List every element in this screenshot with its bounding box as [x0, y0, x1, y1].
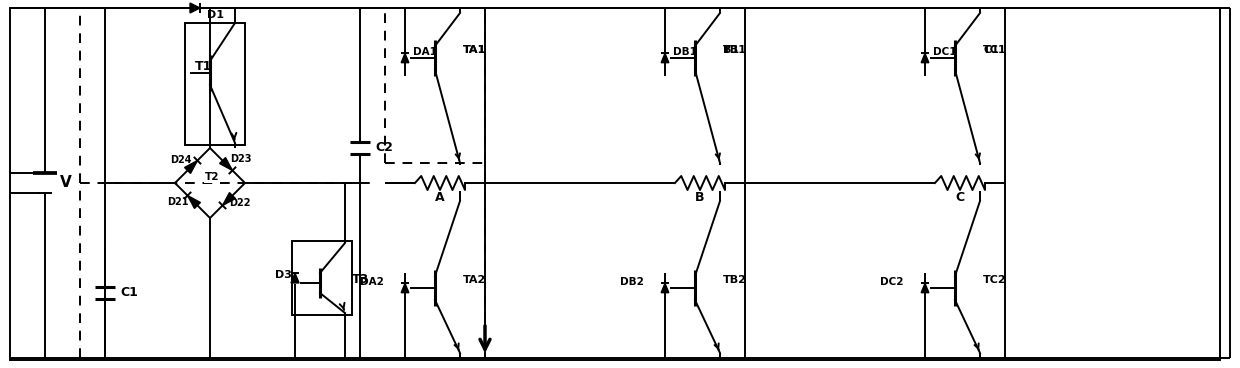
Text: D23: D23 [231, 155, 252, 164]
Text: TA1: TA1 [463, 45, 486, 55]
Polygon shape [661, 53, 668, 63]
Text: DA2: DA2 [360, 277, 384, 287]
Text: D1: D1 [207, 10, 224, 20]
Text: A: A [435, 191, 445, 204]
Bar [291, 241, 352, 315]
Text: D21: D21 [167, 198, 188, 208]
Text: B1: B1 [723, 45, 739, 55]
Polygon shape [921, 53, 929, 63]
Text: TC1: TC1 [983, 45, 1007, 55]
Text: C2: C2 [374, 142, 393, 155]
Text: TC2: TC2 [983, 275, 1007, 285]
Text: C: C [956, 191, 965, 204]
Text: D3: D3 [275, 270, 291, 280]
Text: TB2: TB2 [723, 275, 746, 285]
Text: DC1: DC1 [932, 47, 956, 57]
Polygon shape [190, 3, 200, 13]
Polygon shape [921, 283, 929, 293]
Polygon shape [187, 195, 201, 208]
Polygon shape [222, 192, 236, 205]
Text: DB2: DB2 [620, 277, 644, 287]
Text: D22: D22 [229, 198, 250, 209]
Polygon shape [219, 158, 232, 170]
Polygon shape [402, 53, 409, 63]
Text: T2: T2 [205, 172, 219, 182]
Text: TA2: TA2 [463, 275, 486, 285]
Text: C1: C1 [120, 287, 138, 300]
Text: DC2: DC2 [880, 277, 904, 287]
Polygon shape [661, 283, 668, 293]
Text: TA1: TA1 [463, 45, 486, 55]
Text: C1: C1 [983, 45, 999, 55]
Text: B: B [696, 191, 704, 204]
Text: T3: T3 [352, 273, 370, 286]
Text: DA1: DA1 [413, 47, 436, 57]
Text: D24: D24 [171, 156, 192, 166]
Polygon shape [402, 283, 409, 293]
Text: TB1: TB1 [723, 45, 746, 55]
Polygon shape [185, 160, 197, 173]
Polygon shape [291, 273, 299, 283]
Text: V: V [60, 176, 72, 191]
Text: DB1: DB1 [673, 47, 697, 57]
Text: T1: T1 [195, 60, 212, 73]
Bar [185, 23, 246, 145]
